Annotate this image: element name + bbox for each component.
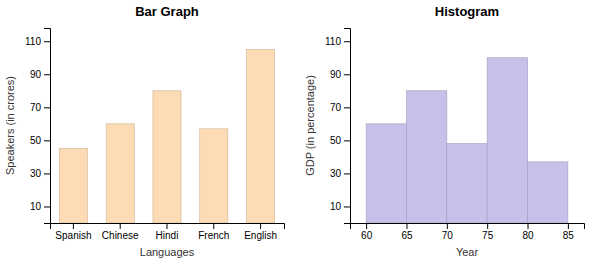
y-tick-mark: [344, 41, 350, 42]
y-tick-mark: [44, 140, 50, 141]
x-tick-label: English: [244, 230, 277, 241]
histogram-bar: [447, 144, 487, 223]
plot-area: [366, 58, 568, 223]
x-tick: Hindi: [156, 223, 179, 241]
x-tick: French: [198, 223, 229, 241]
y-axis-line: [344, 29, 351, 224]
x-tick-label: 65: [401, 230, 413, 241]
y-tick-mark: [44, 107, 50, 108]
y-tick-label: 110: [325, 36, 341, 47]
x-tick-mark: [447, 223, 448, 229]
chart-title: Bar Graph: [135, 4, 199, 19]
x-tick: Spanish: [55, 223, 91, 241]
y-tick-label: 30: [30, 168, 42, 179]
x-tick: 80: [522, 223, 534, 241]
x-tick-mark: [213, 223, 214, 229]
x-tick-label: Chinese: [102, 230, 139, 241]
x-tick-label: French: [198, 230, 229, 241]
x-axis-line: [51, 224, 285, 230]
x-tick: 75: [482, 223, 494, 241]
y-tick: 90: [30, 69, 50, 80]
y-tick: 50: [330, 135, 350, 146]
x-tick-label: 75: [482, 230, 494, 241]
x-tick-mark: [73, 223, 74, 229]
x-tick-mark: [167, 223, 168, 229]
y-tick: 30: [30, 168, 50, 179]
x-axis-line: [351, 224, 585, 230]
y-tick-label: 50: [330, 135, 342, 146]
x-tick: English: [244, 223, 277, 241]
x-axis: Spanish Chinese Hindi French English: [51, 223, 285, 241]
y-tick-label: 70: [330, 102, 342, 113]
bar: [200, 129, 228, 223]
x-axis-title: Year: [456, 246, 479, 258]
y-tick: 70: [330, 102, 350, 113]
x-tick-label: 60: [361, 230, 373, 241]
y-tick-mark: [344, 107, 350, 108]
plot-area: [59, 49, 274, 223]
x-tick-label: 80: [522, 230, 534, 241]
histogram-bar: [528, 162, 568, 223]
x-tick-mark: [406, 223, 407, 229]
x-tick-mark: [366, 223, 367, 229]
histogram-bar: [487, 58, 527, 223]
x-tick-label: Hindi: [156, 230, 179, 241]
y-tick-mark: [344, 74, 350, 75]
y-axis-line: [44, 29, 51, 224]
y-tick: 70: [30, 102, 50, 113]
x-tick-label: Spanish: [55, 230, 91, 241]
y-tick: 110: [25, 36, 50, 47]
panel: Spanish Chinese Hindi French English 10 30 50 70…: [4, 4, 285, 258]
x-axis-title: Languages: [140, 246, 195, 258]
y-tick-mark: [44, 74, 50, 75]
y-tick-mark: [44, 41, 50, 42]
bar: [59, 149, 87, 223]
y-tick: 90: [330, 69, 350, 80]
y-axis-title: GDP (in percentage): [304, 75, 316, 176]
x-tick: 70: [442, 223, 454, 241]
y-tick: 50: [30, 135, 50, 146]
histogram-bar: [406, 91, 446, 223]
y-tick-label: 90: [330, 69, 342, 80]
y-axis-title: Speakers (in crores): [4, 76, 16, 175]
chart-title: Histogram: [435, 4, 499, 19]
y-tick-label: 30: [330, 168, 342, 179]
y-tick-label: 90: [30, 69, 42, 80]
bar: [247, 49, 275, 223]
x-axis: 60 65 70 75 80 85: [351, 223, 585, 241]
y-tick-mark: [344, 206, 350, 207]
y-tick-mark: [44, 206, 50, 207]
y-tick-mark: [344, 173, 350, 174]
x-tick: 85: [563, 223, 575, 241]
x-tick-mark: [568, 223, 569, 229]
x-tick-label: 85: [563, 230, 575, 241]
chart-root: Spanish Chinese Hindi French English 10 30 50 70…: [0, 0, 600, 263]
x-tick-label: 70: [442, 230, 454, 241]
y-tick: 110: [325, 36, 350, 47]
y-tick-label: 10: [330, 201, 342, 212]
bar: [106, 124, 134, 223]
x-tick: Chinese: [102, 223, 139, 241]
y-tick: 10: [330, 201, 350, 212]
histogram-bar: [366, 124, 406, 223]
y-tick: 30: [330, 168, 350, 179]
y-tick-mark: [344, 140, 350, 141]
panel: 60 65 70 75 80 85 10 30 50 70 90 110 Histogram Year GD…: [304, 4, 585, 258]
x-tick-mark: [528, 223, 529, 229]
x-tick: 65: [401, 223, 413, 241]
x-tick-mark: [260, 223, 261, 229]
y-axis: 10 30 50 70 90 110: [325, 29, 350, 224]
y-tick-mark: [44, 173, 50, 174]
x-tick: 60: [361, 223, 373, 241]
x-tick-mark: [487, 223, 488, 229]
y-tick-label: 50: [30, 135, 42, 146]
y-tick-label: 70: [30, 102, 42, 113]
y-tick-label: 110: [25, 36, 41, 47]
y-tick-label: 10: [30, 201, 42, 212]
y-axis: 10 30 50 70 90 110: [25, 29, 50, 224]
x-tick-mark: [120, 223, 121, 229]
bar: [153, 91, 181, 223]
y-tick: 10: [30, 201, 50, 212]
